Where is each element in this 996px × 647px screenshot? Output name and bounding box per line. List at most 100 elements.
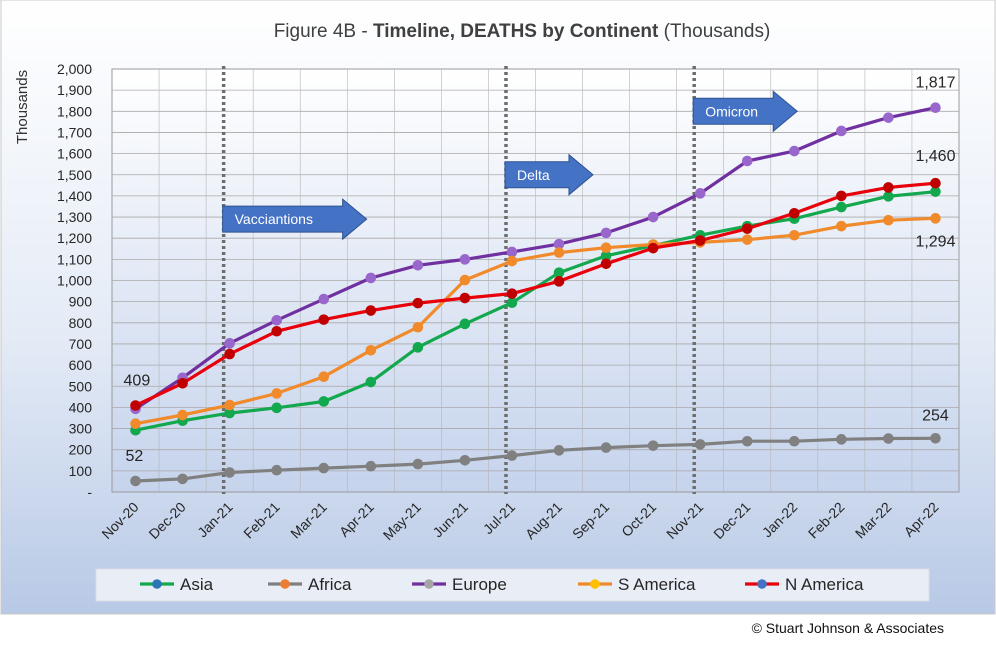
data-point	[271, 464, 282, 476]
legend-label: N America	[785, 575, 864, 594]
data-point	[177, 473, 188, 485]
data-point	[318, 314, 330, 325]
legend-marker	[590, 579, 600, 589]
data-point	[836, 220, 847, 232]
data-point	[789, 435, 800, 447]
y-tick-label: -	[87, 484, 92, 500]
series-line	[134, 181, 936, 407]
data-point	[741, 234, 753, 245]
data-point	[412, 458, 424, 470]
data-point	[365, 376, 377, 388]
data-point	[318, 396, 330, 407]
series-line	[134, 106, 936, 411]
data-point	[459, 454, 471, 466]
event-lines	[221, 66, 696, 494]
y-tick-label: 1,000	[57, 273, 92, 289]
data-point	[694, 439, 706, 450]
data-point	[789, 145, 800, 157]
data-point	[930, 213, 941, 224]
data-point	[224, 338, 235, 349]
gridlines	[112, 69, 959, 492]
data-point	[318, 293, 330, 305]
data-point	[600, 258, 612, 270]
annotation-arrow	[504, 153, 594, 196]
data-point	[271, 314, 282, 326]
legend-label: Asia	[180, 575, 214, 594]
data-point	[600, 227, 612, 239]
data-point	[459, 292, 471, 304]
data-point	[506, 297, 518, 309]
legend-label: Africa	[308, 575, 352, 594]
y-tick-label: 1,100	[57, 251, 92, 267]
data-point	[647, 211, 659, 223]
legend: Asia Africa Europe S America N America	[140, 575, 864, 594]
data-point	[883, 112, 894, 123]
data-point	[271, 402, 282, 414]
data-point	[930, 177, 941, 189]
y-tick-label: 900	[69, 294, 93, 310]
data-point	[130, 400, 141, 411]
data-point	[647, 440, 659, 451]
y-tick-label: 1,200	[57, 230, 92, 246]
legend-marker	[152, 579, 162, 589]
data-point	[741, 223, 753, 234]
data-point	[741, 435, 753, 447]
series-line	[135, 216, 936, 426]
y-tick-label: 100	[69, 463, 93, 479]
legend-marker	[280, 579, 290, 589]
legend-box	[95, 568, 930, 602]
data-point	[506, 255, 518, 267]
data-point	[741, 155, 753, 167]
data-point	[506, 288, 518, 299]
data-point	[318, 371, 330, 383]
data-point	[506, 450, 518, 461]
data-point	[836, 125, 847, 137]
data-point	[930, 432, 941, 444]
data-point	[883, 433, 894, 444]
data-point	[883, 191, 894, 202]
legend-marker	[757, 579, 767, 589]
data-point	[553, 445, 565, 456]
data-point	[506, 246, 518, 258]
data-point	[883, 214, 894, 226]
data-point	[412, 321, 424, 333]
data-point	[271, 325, 282, 337]
data-point	[224, 399, 235, 411]
y-tick-label: 1,700	[57, 124, 92, 140]
data-point	[412, 342, 424, 353]
annotation-arrow	[222, 198, 368, 241]
data-labels: 409 52 1,817 1,460 1,294 254	[124, 75, 956, 465]
data-point	[694, 188, 706, 199]
y-tick-label: 300	[69, 421, 93, 437]
data-point	[789, 207, 800, 219]
data-label: 52	[126, 448, 144, 465]
y-tick-label: 800	[69, 315, 93, 331]
series-line	[135, 436, 936, 483]
data-point	[647, 242, 659, 254]
data-point	[930, 102, 941, 114]
data-point	[365, 344, 377, 356]
data-point	[412, 259, 424, 271]
data-point	[271, 388, 282, 399]
data-point	[883, 182, 894, 193]
y-axis-label: Thousands	[14, 70, 31, 144]
y-tick-label: 500	[69, 378, 93, 394]
data-point	[365, 272, 377, 284]
y-tick-label: 700	[69, 336, 93, 352]
data-point	[459, 274, 471, 286]
data-point	[553, 276, 565, 287]
data-point	[459, 254, 471, 265]
legend-label: Europe	[452, 575, 507, 594]
annotation-label: Delta	[517, 167, 550, 183]
y-tick-label: 1,900	[57, 82, 92, 98]
legend-marker	[424, 579, 434, 589]
data-point	[694, 235, 706, 246]
data-point	[553, 267, 565, 278]
y-tick-label: 2,000	[57, 61, 92, 77]
data-point	[177, 377, 188, 389]
data-point	[412, 297, 424, 309]
y-tick-label: 200	[69, 442, 93, 458]
y-tick-label: 600	[69, 357, 93, 373]
data-point	[789, 229, 800, 241]
